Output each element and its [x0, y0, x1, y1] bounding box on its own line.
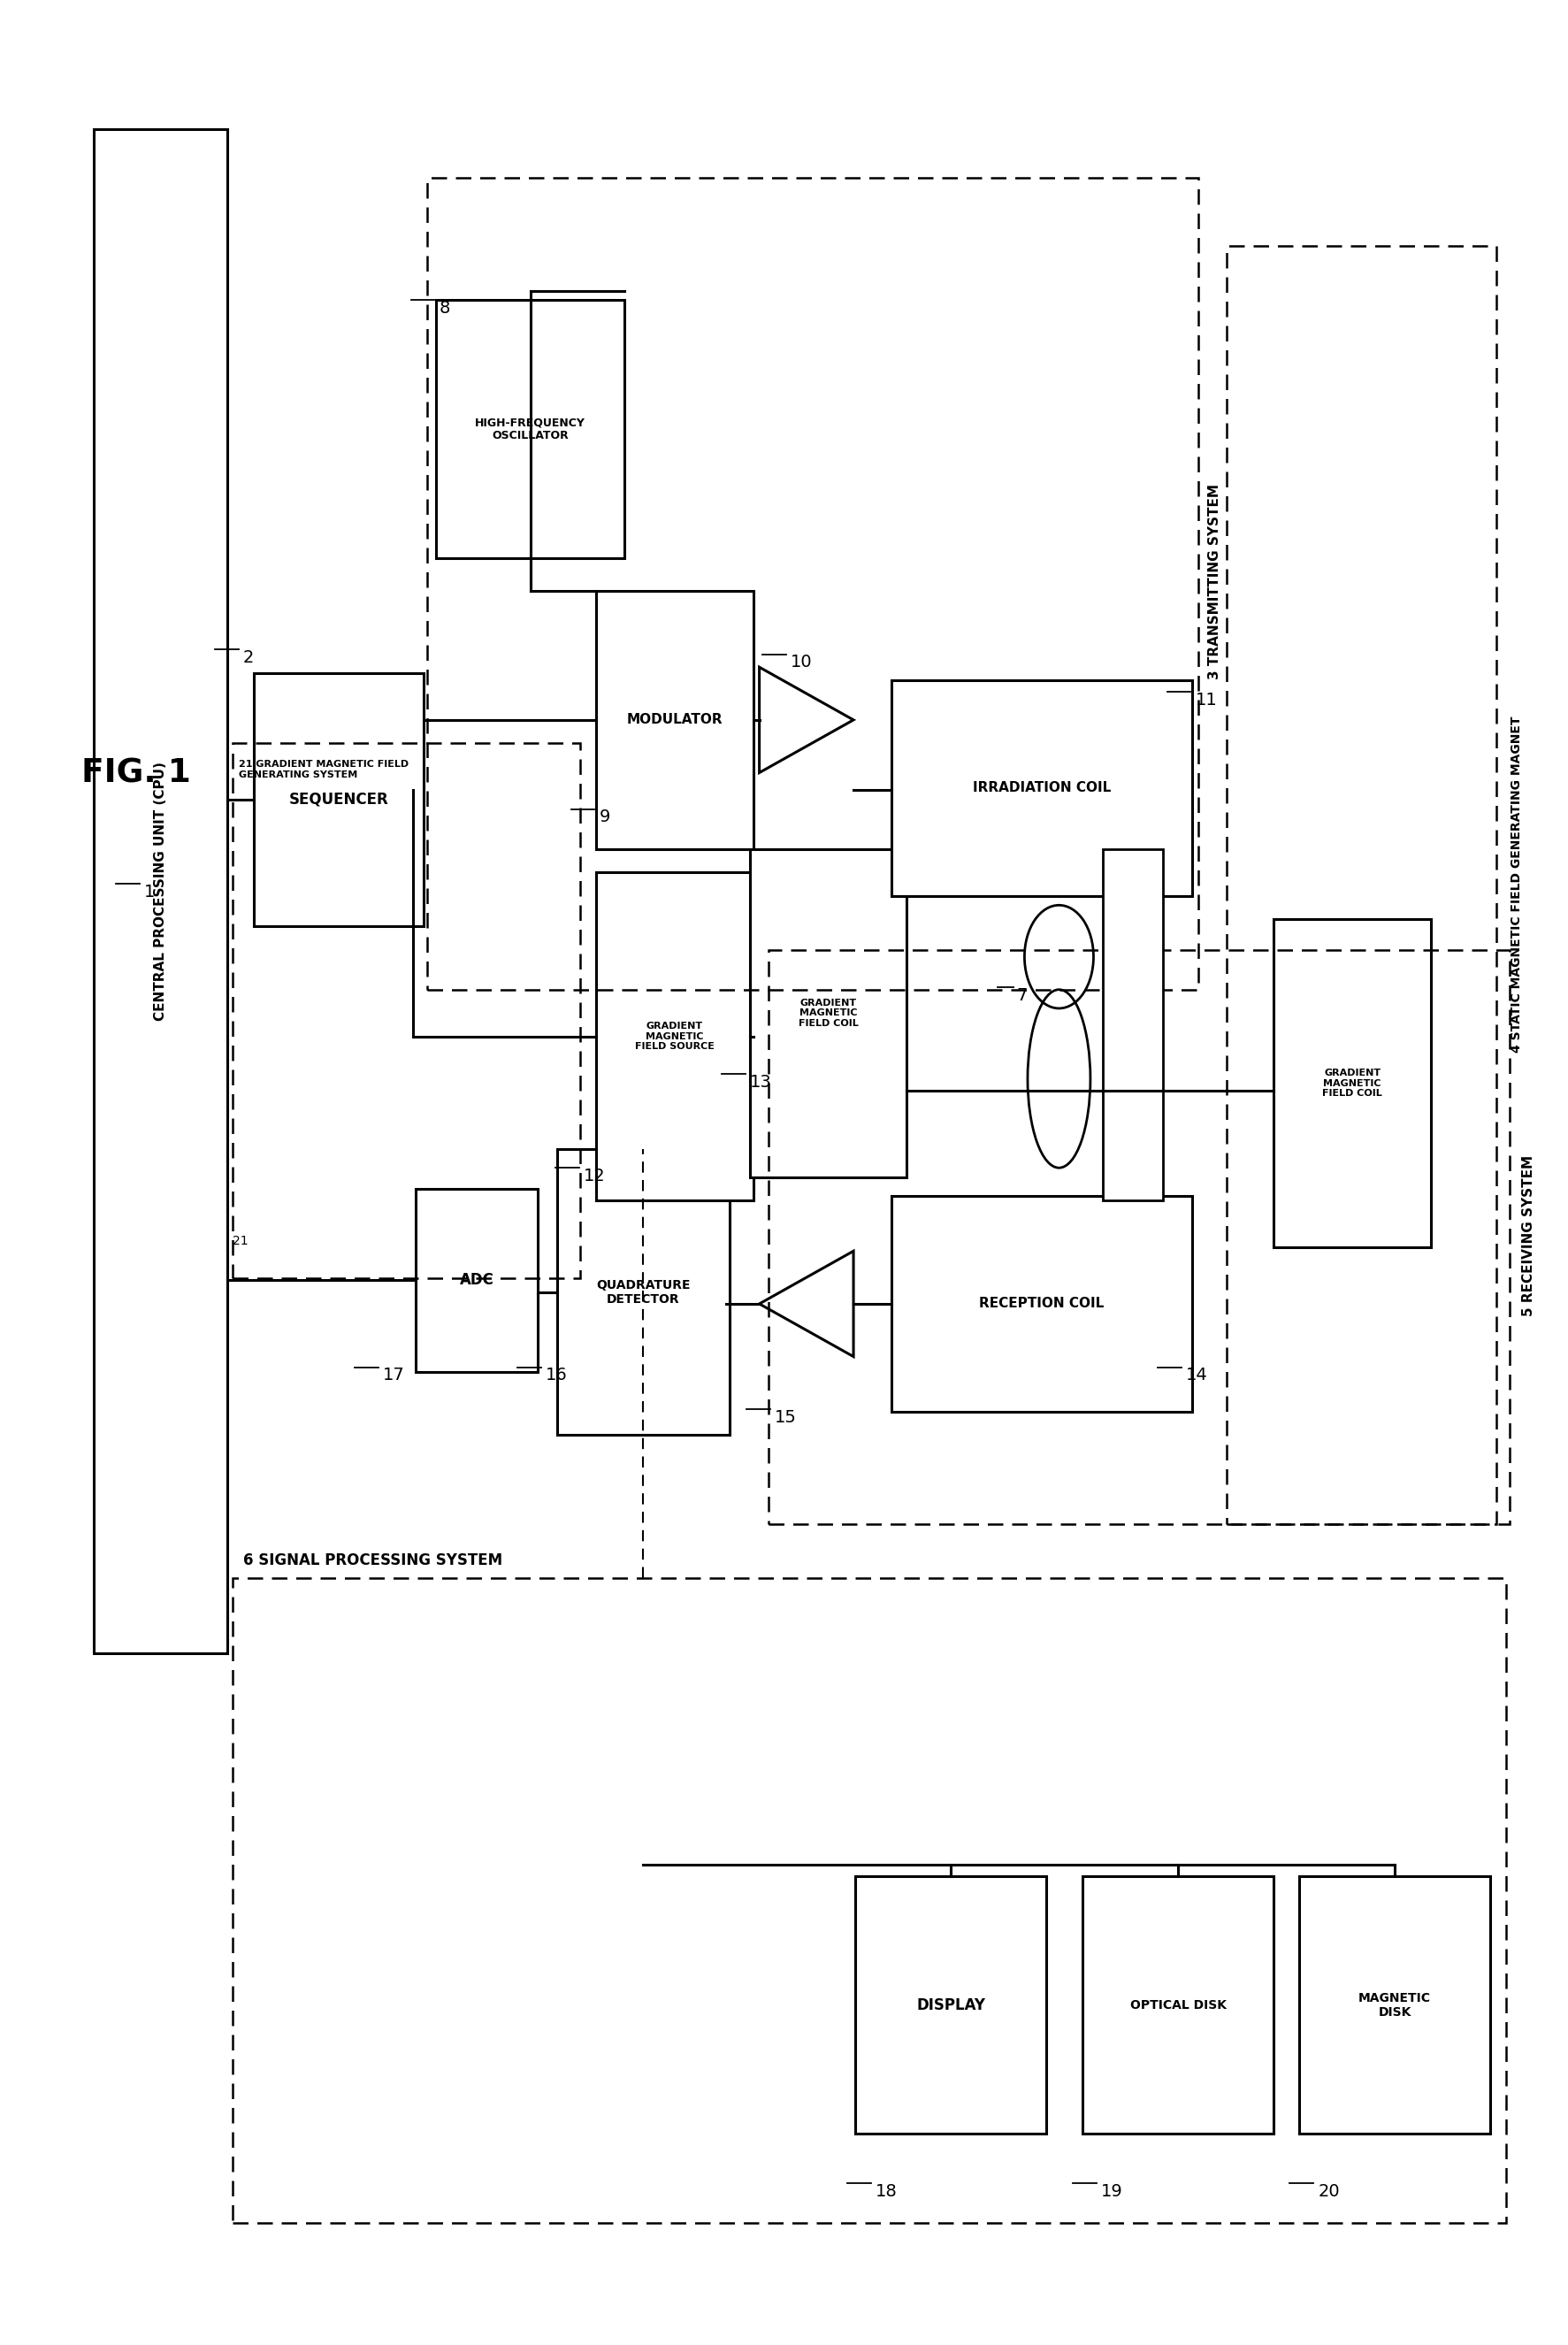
Bar — [1226, 246, 1496, 1524]
Bar — [768, 950, 1508, 1524]
Text: DISPLAY: DISPLAY — [916, 1998, 985, 2012]
Text: 2: 2 — [243, 650, 254, 666]
Text: 5 RECEIVING SYSTEM: 5 RECEIVING SYSTEM — [1521, 1156, 1534, 1316]
Text: GRADIENT
MAGNETIC
FIELD COIL: GRADIENT MAGNETIC FIELD COIL — [1322, 1069, 1381, 1097]
Text: GRADIENT
MAGNETIC
FIELD COIL: GRADIENT MAGNETIC FIELD COIL — [798, 999, 858, 1027]
Text: OPTICAL DISK: OPTICAL DISK — [1129, 1998, 1226, 2012]
Bar — [436, 300, 624, 558]
Text: MAGNETIC
DISK: MAGNETIC DISK — [1358, 1991, 1430, 2019]
Text: SEQUENCER: SEQUENCER — [289, 793, 389, 807]
Bar — [254, 673, 423, 926]
Text: 8: 8 — [439, 300, 450, 317]
Text: IRRADIATION COIL: IRRADIATION COIL — [972, 781, 1110, 795]
Text: HIGH-FREQUENCY
OSCILLATOR: HIGH-FREQUENCY OSCILLATOR — [475, 417, 585, 441]
Bar — [1298, 1876, 1490, 2134]
Bar — [1273, 919, 1430, 1248]
Bar — [855, 1876, 1046, 2134]
Text: 4 STATIC MAGNETIC FIELD GENERATING MAGNET: 4 STATIC MAGNETIC FIELD GENERATING MAGNE… — [1510, 715, 1523, 1053]
Text: 16: 16 — [546, 1367, 568, 1384]
Text: CENTRAL PROCESSING UNIT (CPU): CENTRAL PROCESSING UNIT (CPU) — [154, 762, 168, 1020]
Text: 15: 15 — [775, 1409, 797, 1426]
Text: 1: 1 — [144, 884, 155, 900]
Text: 18: 18 — [875, 2183, 897, 2200]
Bar — [416, 1189, 538, 1372]
Text: 20: 20 — [1317, 2183, 1339, 2200]
Text: 3 TRANSMITTING SYSTEM: 3 TRANSMITTING SYSTEM — [1207, 483, 1220, 680]
Text: ADC: ADC — [459, 1273, 494, 1287]
Bar — [557, 1149, 729, 1435]
Bar — [232, 743, 580, 1278]
Bar — [891, 1196, 1192, 1412]
Bar — [750, 849, 906, 1177]
Text: 11: 11 — [1195, 692, 1217, 708]
Text: MODULATOR: MODULATOR — [626, 713, 723, 727]
Text: 7: 7 — [1016, 987, 1027, 1004]
Text: GRADIENT
MAGNETIC
FIELD SOURCE: GRADIENT MAGNETIC FIELD SOURCE — [635, 1022, 713, 1051]
Bar — [426, 178, 1198, 990]
Text: FIG. 1: FIG. 1 — [82, 757, 191, 790]
Text: RECEPTION COIL: RECEPTION COIL — [978, 1297, 1104, 1311]
Bar — [596, 872, 753, 1201]
Text: 9: 9 — [599, 809, 610, 825]
Text: QUADRATURE
DETECTOR: QUADRATURE DETECTOR — [596, 1278, 690, 1306]
Text: 13: 13 — [750, 1074, 771, 1090]
Bar — [232, 1578, 1505, 2223]
Bar — [596, 591, 753, 849]
Bar — [1082, 1876, 1273, 2134]
Text: 12: 12 — [583, 1168, 605, 1184]
Text: 19: 19 — [1101, 2183, 1123, 2200]
Text: 21: 21 — [232, 1236, 248, 1248]
Bar — [891, 680, 1192, 896]
Text: 17: 17 — [383, 1367, 405, 1384]
Bar — [1102, 849, 1162, 1201]
Text: 21 GRADIENT MAGNETIC FIELD
GENERATING SYSTEM: 21 GRADIENT MAGNETIC FIELD GENERATING SY… — [238, 760, 408, 779]
Bar — [94, 129, 227, 1653]
Text: 10: 10 — [790, 654, 812, 671]
Text: 14: 14 — [1185, 1367, 1207, 1384]
Text: 6 SIGNAL PROCESSING SYSTEM: 6 SIGNAL PROCESSING SYSTEM — [243, 1552, 502, 1569]
